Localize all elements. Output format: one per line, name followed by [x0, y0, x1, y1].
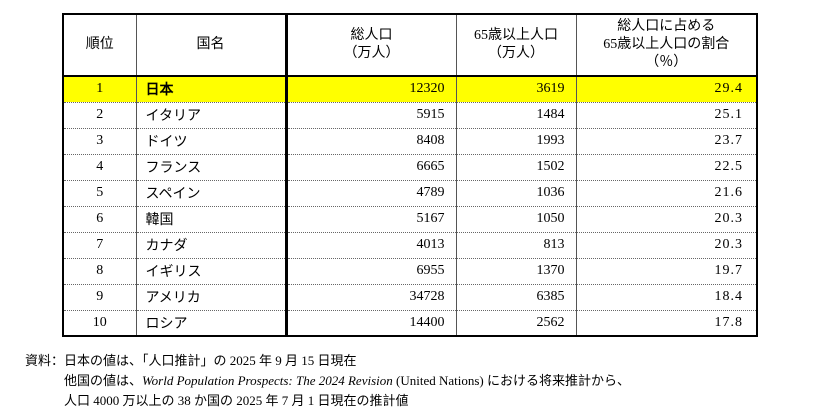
header-text: 65歳以上人口 [474, 28, 558, 43]
over65-ratio-cell: 17.8 [575, 309, 757, 336]
rank-cell: 10 [63, 309, 136, 336]
source-note: 資料： 日本の値は、「人口推計」の 2025 年 9 月 15 日現在 他国の値… [25, 351, 630, 411]
over65-ratio-cell: 23.7 [575, 127, 757, 154]
table-row: 6 韓国 5167 1050 20.3 [63, 205, 757, 232]
col-header-country: 国名 [135, 14, 286, 77]
over65-population-cell: 1484 [455, 101, 576, 128]
source-note-line2-suffix: (United Nations) における将来推計から、 [392, 373, 630, 388]
table-row: 10 ロシア 14400 2562 17.8 [63, 309, 757, 336]
country-cell: 日本 [135, 76, 286, 102]
table-row: 2 イタリア 5915 1484 25.1 [63, 101, 757, 128]
table-header: 順位 国名 総人口 （万人） 65歳以上人口 （万人） 総人口に占める 65歳以… [63, 14, 757, 77]
total-population-cell: 5915 [284, 101, 456, 128]
col-header-over65-population: 65歳以上人口 （万人） [455, 14, 576, 77]
population-ranking-table-container: 順位 国名 総人口 （万人） 65歳以上人口 （万人） 総人口に占める 65歳以… [62, 13, 758, 337]
header-row: 順位 国名 総人口 （万人） 65歳以上人口 （万人） 総人口に占める 65歳以… [63, 14, 757, 77]
source-note-lines: 日本の値は、「人口推計」の 2025 年 9 月 15 日現在 他国の値は、Wo… [64, 351, 630, 411]
header-text: 順位 [85, 37, 114, 52]
over65-ratio-cell: 19.7 [575, 257, 757, 284]
header-text: 総人口 [350, 28, 393, 43]
total-population-cell: 5167 [284, 205, 456, 232]
over65-ratio-cell: 22.5 [575, 153, 757, 180]
country-cell: ロシア [135, 309, 286, 336]
total-population-cell: 4013 [284, 231, 456, 258]
rank-cell: 1 [63, 76, 136, 102]
rank-cell: 2 [63, 101, 136, 128]
table-body: 1 日本 12320 3619 29.4 2 イタリア 5915 1484 25… [63, 76, 757, 336]
table-row: 8 イギリス 6955 1370 19.7 [63, 257, 757, 284]
table-row: 5 スペイン 4789 1036 21.6 [63, 179, 757, 206]
source-note-line-1: 日本の値は、「人口推計」の 2025 年 9 月 15 日現在 [64, 353, 357, 368]
over65-ratio-cell: 29.4 [575, 76, 757, 102]
source-note-publication-title: World Population Prospects: The 2024 Rev… [142, 373, 393, 388]
total-population-cell: 12320 [284, 76, 456, 102]
source-note-line-2: 他国の値は、World Population Prospects: The 20… [64, 371, 630, 391]
table-row-japan: 1 日本 12320 3619 29.4 [63, 76, 757, 102]
table-row: 3 ドイツ 8408 1993 23.7 [63, 127, 757, 154]
country-cell: カナダ [135, 231, 286, 258]
header-text: 総人口に占める [617, 19, 716, 34]
table-row: 9 アメリカ 34728 6385 18.4 [63, 283, 757, 310]
over65-population-cell: 1502 [455, 153, 576, 180]
total-population-cell: 8408 [284, 127, 456, 154]
rank-cell: 5 [63, 179, 136, 206]
over65-ratio-cell: 25.1 [575, 101, 757, 128]
rank-cell: 9 [63, 283, 136, 310]
over65-population-cell: 3619 [455, 76, 576, 102]
header-unit: （％） [645, 55, 688, 70]
country-cell: ドイツ [135, 127, 286, 154]
rank-cell: 3 [63, 127, 136, 154]
population-ranking-table: 順位 国名 総人口 （万人） 65歳以上人口 （万人） 総人口に占める 65歳以… [62, 13, 758, 337]
header-unit: （万人） [488, 46, 544, 61]
country-cell: イギリス [135, 257, 286, 284]
total-population-cell: 6665 [284, 153, 456, 180]
over65-population-cell: 1036 [455, 179, 576, 206]
total-population-cell: 4789 [284, 179, 456, 206]
rank-cell: 8 [63, 257, 136, 284]
header-unit: （万人） [343, 46, 400, 61]
over65-population-cell: 813 [455, 231, 576, 258]
country-cell: イタリア [135, 101, 286, 128]
table-row: 4 フランス 6665 1502 22.5 [63, 153, 757, 180]
country-cell: スペイン [135, 179, 286, 206]
source-note-line-3: 人口 4000 万以上の 38 か国の 2025 年 7 月 1 日現在の推計値 [64, 393, 409, 408]
over65-ratio-cell: 18.4 [575, 283, 757, 310]
source-note-label: 資料： [25, 353, 65, 368]
country-cell: フランス [135, 153, 286, 180]
over65-population-cell: 1050 [455, 205, 576, 232]
over65-ratio-cell: 20.3 [575, 205, 757, 232]
country-cell: アメリカ [135, 283, 286, 310]
country-cell: 韓国 [135, 205, 286, 232]
rank-cell: 7 [63, 231, 136, 258]
header-text: 国名 [196, 37, 225, 52]
header-text: 65歳以上人口の割合 [603, 37, 730, 52]
table-row: 7 カナダ 4013 813 20.3 [63, 231, 757, 258]
over65-ratio-cell: 20.3 [575, 231, 757, 258]
total-population-cell: 14400 [284, 309, 456, 336]
over65-population-cell: 1370 [455, 257, 576, 284]
col-header-total-population: 総人口 （万人） [284, 14, 456, 77]
col-header-rank: 順位 [63, 14, 136, 77]
over65-population-cell: 2562 [455, 309, 576, 336]
over65-population-cell: 1993 [455, 127, 576, 154]
rank-cell: 4 [63, 153, 136, 180]
source-note-line2-prefix: 他国の値は、 [64, 373, 143, 388]
col-header-over65-ratio: 総人口に占める 65歳以上人口の割合 （％） [575, 14, 757, 77]
over65-population-cell: 6385 [455, 283, 576, 310]
total-population-cell: 34728 [284, 283, 456, 310]
over65-ratio-cell: 21.6 [575, 179, 757, 206]
total-population-cell: 6955 [284, 257, 456, 284]
rank-cell: 6 [63, 205, 136, 232]
